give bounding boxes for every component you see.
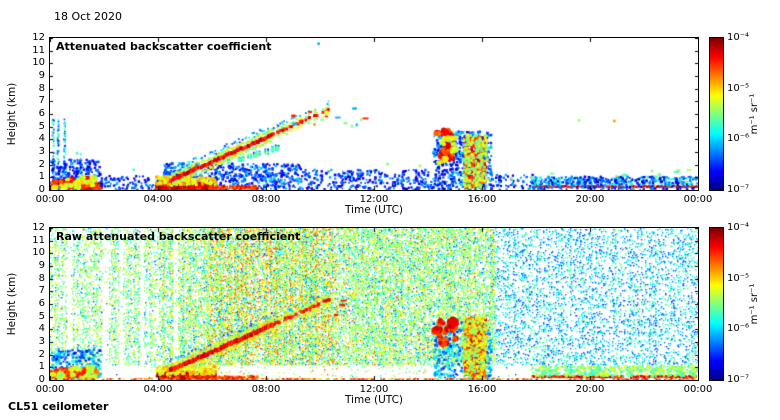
y-axis-label-top: Height (km) [6, 82, 18, 146]
colorbar-tick-label: 10⁻⁵ [727, 272, 750, 284]
colorbar-tick-label: 10⁻⁶ [727, 323, 750, 335]
y-tick-label: 10 [32, 57, 45, 69]
colorbar-tick-label: 10⁻⁴ [727, 32, 750, 43]
colorbar-bottom [709, 227, 724, 381]
colorbar-tick-label: 10⁻⁷ [727, 374, 750, 385]
y-tick-label: 7 [38, 95, 45, 107]
y-tick-label: 6 [38, 298, 45, 309]
raw-attenuated-backscatter-heatmap [50, 228, 698, 380]
y-tick-label: 12 [32, 32, 45, 43]
y-tick-label: 2 [38, 348, 45, 360]
y-tick-label: 1 [38, 361, 45, 373]
x-tick-label: 16:00 [467, 194, 497, 205]
y-tick-label: 12 [32, 222, 45, 233]
x-tick-label: 04:00 [143, 194, 173, 205]
x-axis-label-bottom: Time (UTC) [344, 394, 404, 406]
x-tick-label: 12:00 [359, 384, 389, 395]
y-tick-label: 3 [38, 146, 45, 157]
y-tick-label: 4 [38, 323, 45, 335]
attenuated-backscatter-heatmap [50, 38, 698, 190]
y-tick-label: 11 [32, 44, 45, 56]
attenuated-backscatter-panel: Attenuated backscatter coefficient [49, 37, 699, 191]
y-tick-label: 0 [38, 184, 45, 195]
x-tick-label: 08:00 [251, 194, 281, 205]
colorbar-tick-label: 10⁻⁵ [727, 82, 750, 94]
x-tick-label: 00:00 [683, 194, 713, 205]
y-tick-label: 11 [32, 234, 45, 246]
colorbar-tick-label: 10⁻⁶ [727, 133, 750, 145]
y-tick-label: 4 [38, 133, 45, 145]
colorbar-top [709, 37, 724, 191]
x-tick-label: 00:00 [35, 384, 65, 395]
y-tick-label: 8 [38, 82, 45, 94]
x-tick-label: 20:00 [575, 194, 605, 205]
x-tick-label: 08:00 [251, 384, 281, 395]
y-tick-label: 7 [38, 285, 45, 297]
y-tick-label: 10 [32, 247, 45, 259]
x-axis-label-top: Time (UTC) [344, 204, 404, 216]
colorbar-tick-label: 10⁻⁴ [727, 222, 750, 233]
y-tick-label: 0 [38, 374, 45, 385]
y-tick-label: 5 [38, 310, 45, 322]
x-tick-label: 00:00 [683, 384, 713, 395]
y-tick-label: 3 [38, 336, 45, 347]
colorbar-gradient-bottom [710, 228, 723, 380]
instrument-label: CL51 ceilometer [8, 400, 109, 413]
y-tick-label: 2 [38, 158, 45, 170]
y-tick-label: 1 [38, 171, 45, 183]
y-tick-label: 6 [38, 108, 45, 119]
raw-attenuated-backscatter-panel: Raw attenuated backscatter coefficient [49, 227, 699, 381]
colorbar-units-label-bottom: m⁻¹ sr⁻¹ [749, 283, 760, 325]
x-tick-label: 12:00 [359, 194, 389, 205]
panel-title-raw: Raw attenuated backscatter coefficient [56, 230, 301, 243]
x-tick-label: 04:00 [143, 384, 173, 395]
x-tick-label: 00:00 [35, 194, 65, 205]
y-tick-label: 9 [38, 260, 45, 271]
y-tick-label: 9 [38, 70, 45, 81]
colorbar-gradient-top [710, 38, 723, 190]
colorbar-units-label-top: m⁻¹ sr⁻¹ [749, 93, 760, 135]
panel-title-attenuated: Attenuated backscatter coefficient [56, 40, 272, 53]
date-label: 18 Oct 2020 [54, 10, 123, 23]
x-tick-label: 16:00 [467, 384, 497, 395]
y-axis-label-bottom: Height (km) [6, 272, 18, 336]
colorbar-tick-label: 10⁻⁷ [727, 184, 750, 195]
y-tick-label: 5 [38, 120, 45, 132]
y-tick-label: 8 [38, 272, 45, 284]
x-tick-label: 20:00 [575, 384, 605, 395]
